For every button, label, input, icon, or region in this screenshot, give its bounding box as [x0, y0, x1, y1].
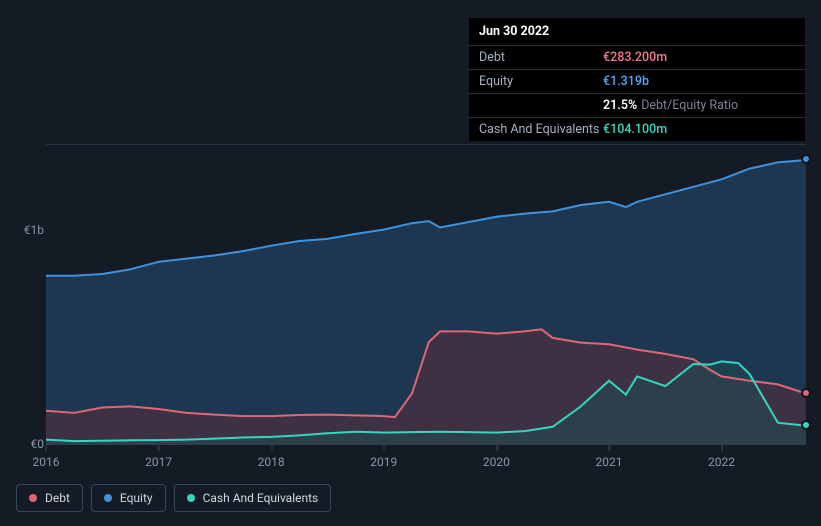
x-axis-label: 2018 [258, 455, 285, 469]
x-axis-label: 2019 [370, 455, 397, 469]
y-axis-label: €1b [24, 223, 44, 237]
tooltip-ratio: 21.5%Debt/Equity Ratio [603, 98, 738, 113]
tooltip-row: 21.5%Debt/Equity Ratio [469, 93, 805, 117]
y-axis-label: €0 [31, 437, 45, 451]
legend-item[interactable]: Equity [91, 484, 166, 512]
x-axis-label: 2017 [145, 455, 172, 469]
legend-label: Debt [45, 491, 70, 505]
plot-area[interactable] [46, 144, 806, 444]
x-axis-label: 2016 [33, 455, 60, 469]
legend-item[interactable]: Debt [16, 484, 83, 512]
tooltip-row-label [479, 98, 603, 113]
tooltip-row-label: Cash And Equivalents [479, 122, 603, 137]
legend-dot-icon [104, 494, 112, 502]
legend-item[interactable]: Cash And Equivalents [174, 484, 332, 512]
legend-dot-icon [29, 494, 37, 502]
tooltip-row-value: €283.200m [603, 50, 667, 65]
tooltip-row: Debt€283.200m [469, 45, 805, 69]
series-end-marker [801, 388, 811, 398]
chart-legend: Debt Equity Cash And Equivalents [16, 484, 331, 512]
tooltip-row-value: €104.100m [603, 122, 667, 137]
legend-label: Equity [120, 491, 153, 505]
chart-tooltip: Jun 30 2022 Debt€283.200mEquity€1.319b21… [469, 18, 805, 141]
x-axis-label: 2020 [483, 455, 510, 469]
series-end-marker [801, 420, 811, 430]
legend-dot-icon [187, 494, 195, 502]
tooltip-row-label: Equity [479, 74, 603, 89]
legend-label: Cash And Equivalents [203, 491, 319, 505]
tooltip-row: Equity€1.319b [469, 69, 805, 93]
tooltip-row-value: €1.319b [603, 74, 649, 89]
x-axis-label: 2022 [708, 455, 735, 469]
series-end-marker [801, 154, 811, 164]
tooltip-date: Jun 30 2022 [469, 18, 805, 45]
tooltip-row-label: Debt [479, 50, 603, 65]
tooltip-row: Cash And Equivalents€104.100m [469, 117, 805, 141]
x-axis: 2016201720182019202020212022 [46, 444, 806, 464]
x-axis-label: 2021 [595, 455, 622, 469]
